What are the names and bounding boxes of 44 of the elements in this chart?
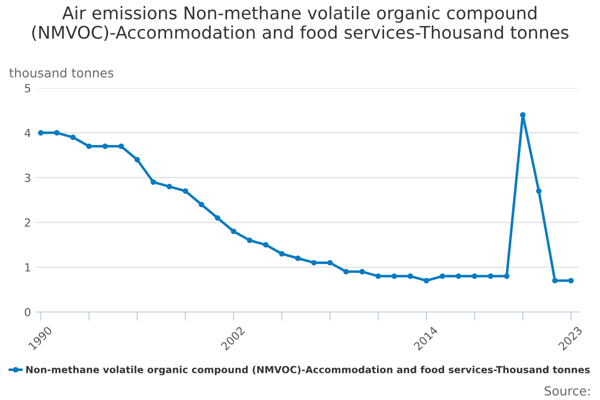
point <box>54 130 60 136</box>
point <box>424 278 430 284</box>
point <box>295 255 301 262</box>
point <box>182 188 188 194</box>
point <box>262 242 269 248</box>
point <box>279 250 285 257</box>
point <box>311 260 317 266</box>
point <box>150 179 156 185</box>
point <box>391 273 398 279</box>
y-tick-label: 2 <box>24 218 30 227</box>
y-tick-label: 4 <box>24 128 31 138</box>
source-note: Source: <box>544 386 590 396</box>
point <box>198 202 204 208</box>
chart-title: Air emissions Non-methane volatile organic compound (NMVOC)-Accommodation and food services-Thousand tonnes <box>32 6 568 41</box>
legend-label: Non-methane volatile organic compound (NMVOC)-Accommodation and food services-Thousand tonnes <box>26 366 590 376</box>
point <box>520 112 526 118</box>
point <box>102 143 108 150</box>
point <box>504 273 510 279</box>
point <box>359 268 365 274</box>
y-tick-label: 3 <box>24 174 30 182</box>
point <box>552 278 558 284</box>
point <box>536 188 542 194</box>
point <box>327 260 333 266</box>
point <box>166 184 172 190</box>
y-tick-label: 0 <box>24 308 30 316</box>
point <box>70 134 76 140</box>
point <box>488 273 494 279</box>
y-tick-label: 1 <box>25 263 30 272</box>
point <box>568 278 574 284</box>
point <box>408 273 414 279</box>
point <box>134 156 140 162</box>
point <box>86 143 92 150</box>
y-tick-label: 5 <box>24 84 30 92</box>
point <box>343 268 349 274</box>
point <box>246 238 252 244</box>
point <box>214 215 220 221</box>
point <box>375 273 381 279</box>
point <box>38 130 44 136</box>
point <box>472 273 478 279</box>
point <box>118 143 124 150</box>
point <box>230 228 236 234</box>
y-axis-title: thousand tonnes <box>9 68 114 78</box>
point <box>456 273 462 279</box>
point <box>440 273 446 279</box>
